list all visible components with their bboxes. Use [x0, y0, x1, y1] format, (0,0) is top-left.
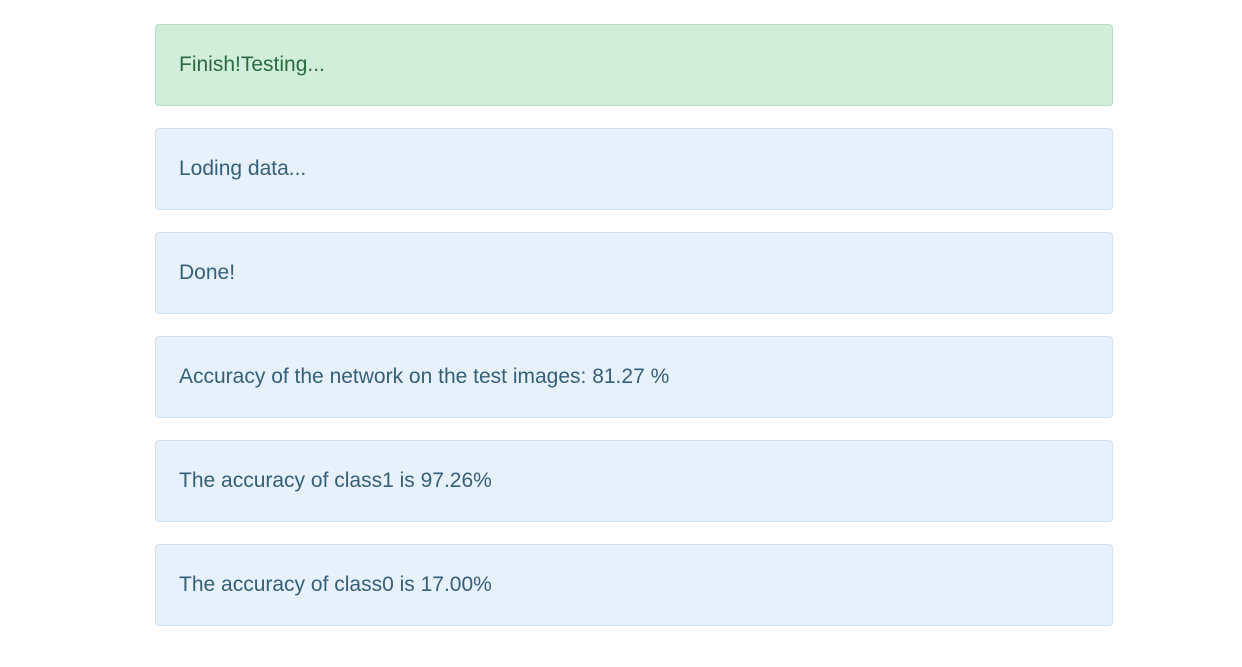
message-log: Finish!Testing... Loding data... Done! A…	[155, 24, 1113, 648]
alert-text: The accuracy of class1 is 97.26%	[179, 469, 492, 492]
info-alert-network-accuracy: Accuracy of the network on the test imag…	[155, 336, 1113, 418]
alert-text: Loding data...	[179, 157, 307, 180]
alert-text: Accuracy of the network on the test imag…	[179, 365, 670, 388]
alert-text: The accuracy of class0 is 17.00%	[179, 573, 492, 596]
alert-text: Finish!Testing...	[179, 53, 325, 76]
info-alert-done: Done!	[155, 232, 1113, 314]
alert-text: Done!	[179, 261, 236, 284]
info-alert-class0-accuracy: The accuracy of class0 is 17.00%	[155, 544, 1113, 626]
info-alert-loading-data: Loding data...	[155, 128, 1113, 210]
info-alert-class1-accuracy: The accuracy of class1 is 97.26%	[155, 440, 1113, 522]
status-alert-finish-testing: Finish!Testing...	[155, 24, 1113, 106]
